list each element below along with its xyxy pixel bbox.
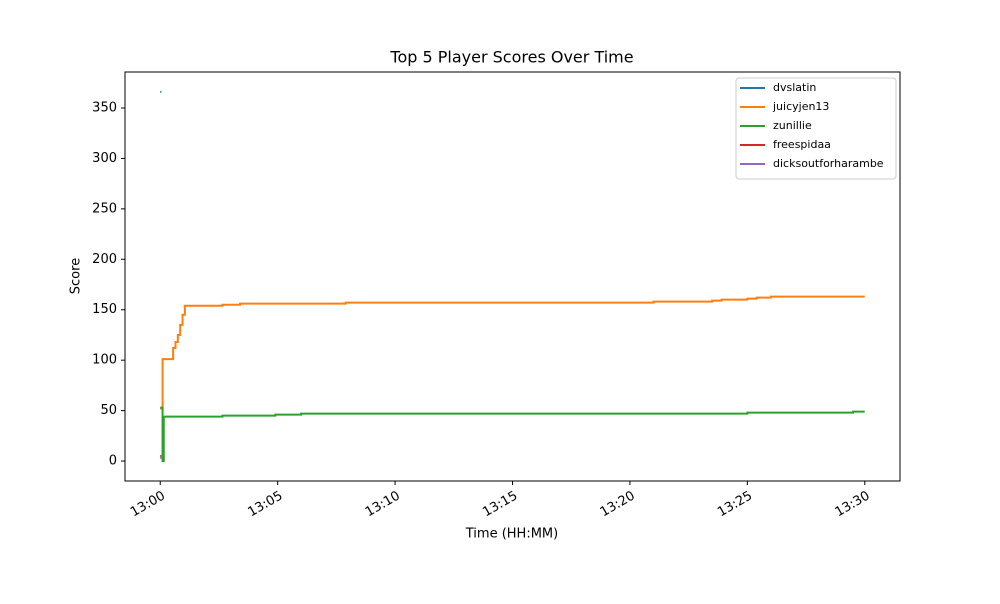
legend-label: dvslatin <box>773 81 816 94</box>
legend-label: juicyjen13 <box>772 100 829 113</box>
plot-frame <box>124 71 901 482</box>
y-tick-label: 250 <box>92 201 117 216</box>
y-tick-label: 0 <box>109 454 117 469</box>
series-line <box>160 295 865 410</box>
y-axis-label: Score <box>69 258 84 294</box>
y-tick-label: 150 <box>92 302 117 317</box>
y-tick-label: 350 <box>92 101 117 116</box>
series-line <box>160 406 865 463</box>
y-tick-label: 300 <box>92 151 117 166</box>
y-tick-label: 200 <box>92 252 117 267</box>
y-tick-label: 100 <box>92 353 117 368</box>
legend-label: zunillie <box>773 119 812 132</box>
y-tick-label: 50 <box>100 403 117 418</box>
legend-label: dicksoutforharambe <box>773 157 884 170</box>
chart-title: Top 5 Player Scores Over Time <box>389 48 633 67</box>
legend-label: freespidaa <box>773 138 831 151</box>
legend-box <box>735 77 897 180</box>
x-axis-label: Time (HH:MM) <box>465 527 558 542</box>
